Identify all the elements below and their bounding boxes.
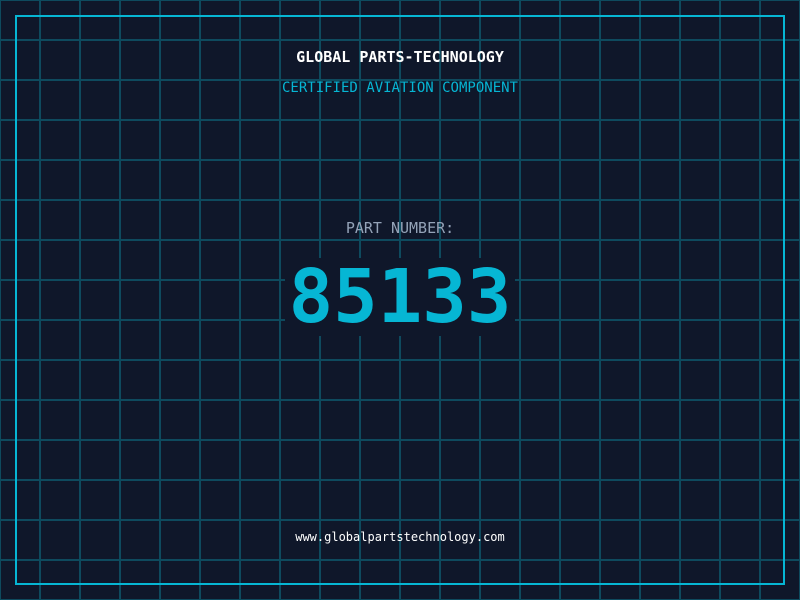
website-url: www.globalpartstechnology.com [295, 530, 505, 544]
part-number-value: 85133 [284, 258, 516, 336]
certification-subtitle: CERTIFIED AVIATION COMPONENT [281, 80, 518, 96]
company-title: GLOBAL PARTS-TECHNOLOGY [296, 48, 504, 66]
part-number-label: PART NUMBER: [345, 219, 455, 237]
border-frame [15, 15, 785, 585]
